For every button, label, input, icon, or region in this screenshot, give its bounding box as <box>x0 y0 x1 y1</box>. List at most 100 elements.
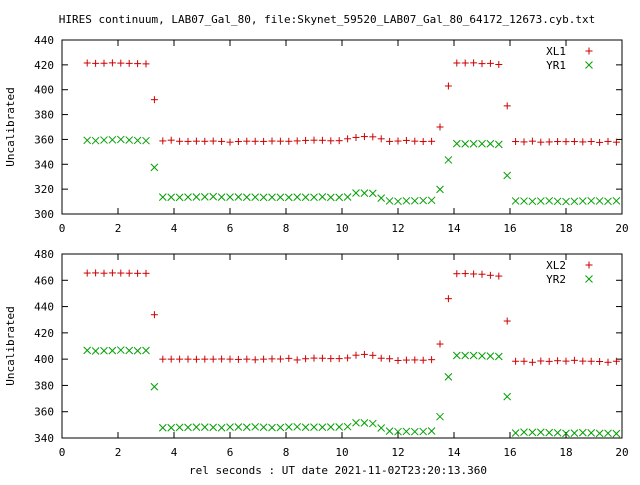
data-point-d2 <box>335 193 344 202</box>
data-point <box>570 197 579 206</box>
data-point <box>242 423 251 432</box>
data-point-d2 <box>343 422 352 431</box>
data-point-d2 <box>511 429 520 437</box>
data-point <box>134 60 142 68</box>
y-tick-label: 380 <box>34 379 54 392</box>
data-point-d2 <box>427 427 436 435</box>
data-point <box>310 423 318 431</box>
data-point-d2 <box>318 423 327 432</box>
data-point <box>344 135 352 143</box>
data-point <box>436 123 444 131</box>
series-yr1 <box>83 135 621 206</box>
data-point <box>260 355 268 363</box>
data-point <box>184 355 192 363</box>
x-tick-label: 8 <box>283 222 290 235</box>
data-point <box>200 192 209 201</box>
data-point <box>326 193 335 202</box>
data-point-d2 <box>368 419 377 428</box>
data-point-d2 <box>116 346 125 354</box>
data-point <box>595 197 604 205</box>
series-xl1 <box>83 59 620 146</box>
data-point <box>486 139 495 148</box>
data-point <box>360 133 368 141</box>
data-point <box>234 138 242 146</box>
data-point <box>302 136 310 144</box>
data-point-d2 <box>385 197 394 205</box>
bottom-panel: 0 2 4 6 8 10 12 14 16 18 20 340 360 380 400 420 440 460 48… <box>4 248 629 459</box>
data-point-d2 <box>545 428 554 437</box>
data-point <box>226 193 234 201</box>
data-point <box>260 137 268 145</box>
x-tick-label: 16 <box>503 446 516 459</box>
data-point <box>545 428 554 437</box>
data-point <box>335 193 344 202</box>
legend-label: XL1 <box>546 45 566 58</box>
data-point <box>83 59 91 67</box>
data-point <box>310 193 318 202</box>
data-point <box>512 138 520 146</box>
data-point-d2 <box>276 193 285 202</box>
y-tick-label: 340 <box>34 158 54 171</box>
data-point <box>343 193 352 201</box>
data-point <box>125 269 133 277</box>
data-point-d2 <box>444 156 453 164</box>
data-point <box>184 137 192 145</box>
y-tick-label: 360 <box>34 133 54 146</box>
data-point <box>293 422 302 431</box>
data-point-d2 <box>125 346 134 355</box>
data-point <box>385 427 394 436</box>
data-point-d2 <box>142 136 150 145</box>
data-point-d2 <box>536 428 545 437</box>
data-point <box>251 193 260 201</box>
data-point <box>192 137 200 145</box>
data-point-d2 <box>461 140 470 148</box>
data-point-d2 <box>108 135 117 144</box>
y-tick-label: 400 <box>34 84 54 97</box>
data-point <box>536 197 545 205</box>
data-point <box>108 59 116 67</box>
data-point <box>428 137 436 145</box>
data-point-d2 <box>478 139 486 148</box>
data-point <box>327 137 335 145</box>
data-point <box>453 270 461 278</box>
data-point-d2 <box>604 197 612 206</box>
data-point-d2 <box>209 423 218 432</box>
data-point <box>386 355 394 363</box>
data-point-d2 <box>242 423 251 432</box>
data-point <box>226 355 234 363</box>
y-tick-label: 380 <box>34 109 54 122</box>
data-point-d2 <box>167 193 176 202</box>
data-point <box>352 351 360 359</box>
data-point-d2 <box>402 427 411 436</box>
x-tick-label: 20 <box>615 446 628 459</box>
data-point-d2 <box>427 196 436 205</box>
data-point <box>184 193 192 201</box>
data-point <box>159 355 167 363</box>
data-point-d2 <box>452 351 461 360</box>
data-point <box>142 136 150 145</box>
data-point <box>478 352 486 360</box>
data-point <box>150 382 159 391</box>
data-point <box>284 423 293 431</box>
y-tick-label: 460 <box>34 274 54 287</box>
y-tick-label: 440 <box>34 301 54 314</box>
data-point-d2 <box>276 423 285 432</box>
data-point <box>604 429 612 438</box>
legend-label: YR1 <box>546 59 566 72</box>
data-point <box>209 355 217 363</box>
data-point-d2 <box>234 193 243 201</box>
data-point <box>520 428 528 436</box>
data-point-d2 <box>469 139 478 148</box>
data-point <box>117 269 125 277</box>
data-point <box>167 355 175 363</box>
data-point-d2 <box>335 423 344 431</box>
data-point-d2 <box>377 424 386 432</box>
data-point <box>133 136 142 145</box>
data-point-d2 <box>150 163 159 172</box>
data-point <box>243 355 251 363</box>
data-point <box>360 189 369 197</box>
data-point-d2 <box>360 419 369 427</box>
x-tick-label: 18 <box>559 446 572 459</box>
data-point-d2 <box>528 428 537 437</box>
